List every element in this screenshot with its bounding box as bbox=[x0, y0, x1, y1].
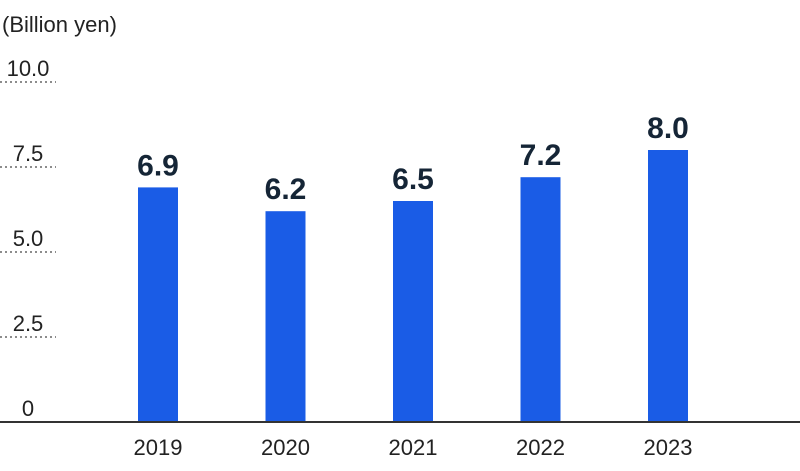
x-tick-label-2021: 2021 bbox=[389, 435, 438, 460]
y-tick-label: 10.0 bbox=[7, 56, 50, 81]
y-tick-label: 7.5 bbox=[13, 141, 44, 166]
value-label-2020: 6.2 bbox=[265, 173, 307, 206]
bar-2022 bbox=[520, 177, 561, 422]
bar-2020 bbox=[265, 211, 306, 422]
value-label-2023: 8.0 bbox=[647, 112, 689, 145]
x-tick-label-2022: 2022 bbox=[516, 435, 565, 460]
bars bbox=[138, 150, 688, 422]
value-labels: 6.9 6.2 6.5 7.2 8.0 bbox=[137, 112, 689, 206]
value-label-2019: 6.9 bbox=[137, 149, 179, 182]
y-tick-label: 0 bbox=[22, 396, 34, 421]
y-axis-unit-label: (Billion yen) bbox=[2, 12, 117, 37]
x-tick-label-2019: 2019 bbox=[134, 435, 183, 460]
y-tick-label: 2.5 bbox=[13, 311, 44, 336]
y-axis-tick-labels: 10.0 7.5 5.0 2.5 0 bbox=[7, 56, 50, 421]
y-tick-label: 5.0 bbox=[13, 226, 44, 251]
value-label-2021: 6.5 bbox=[392, 163, 434, 196]
x-tick-label-2020: 2020 bbox=[261, 435, 310, 460]
grid-lines bbox=[0, 81, 56, 338]
bar-2021 bbox=[393, 201, 433, 422]
x-axis-tick-labels: 2019 2020 2021 2022 2023 bbox=[134, 435, 693, 460]
bar-2019 bbox=[138, 187, 178, 422]
bar-2023 bbox=[648, 150, 688, 422]
x-tick-label-2023: 2023 bbox=[644, 435, 693, 460]
value-label-2022: 7.2 bbox=[520, 139, 562, 172]
